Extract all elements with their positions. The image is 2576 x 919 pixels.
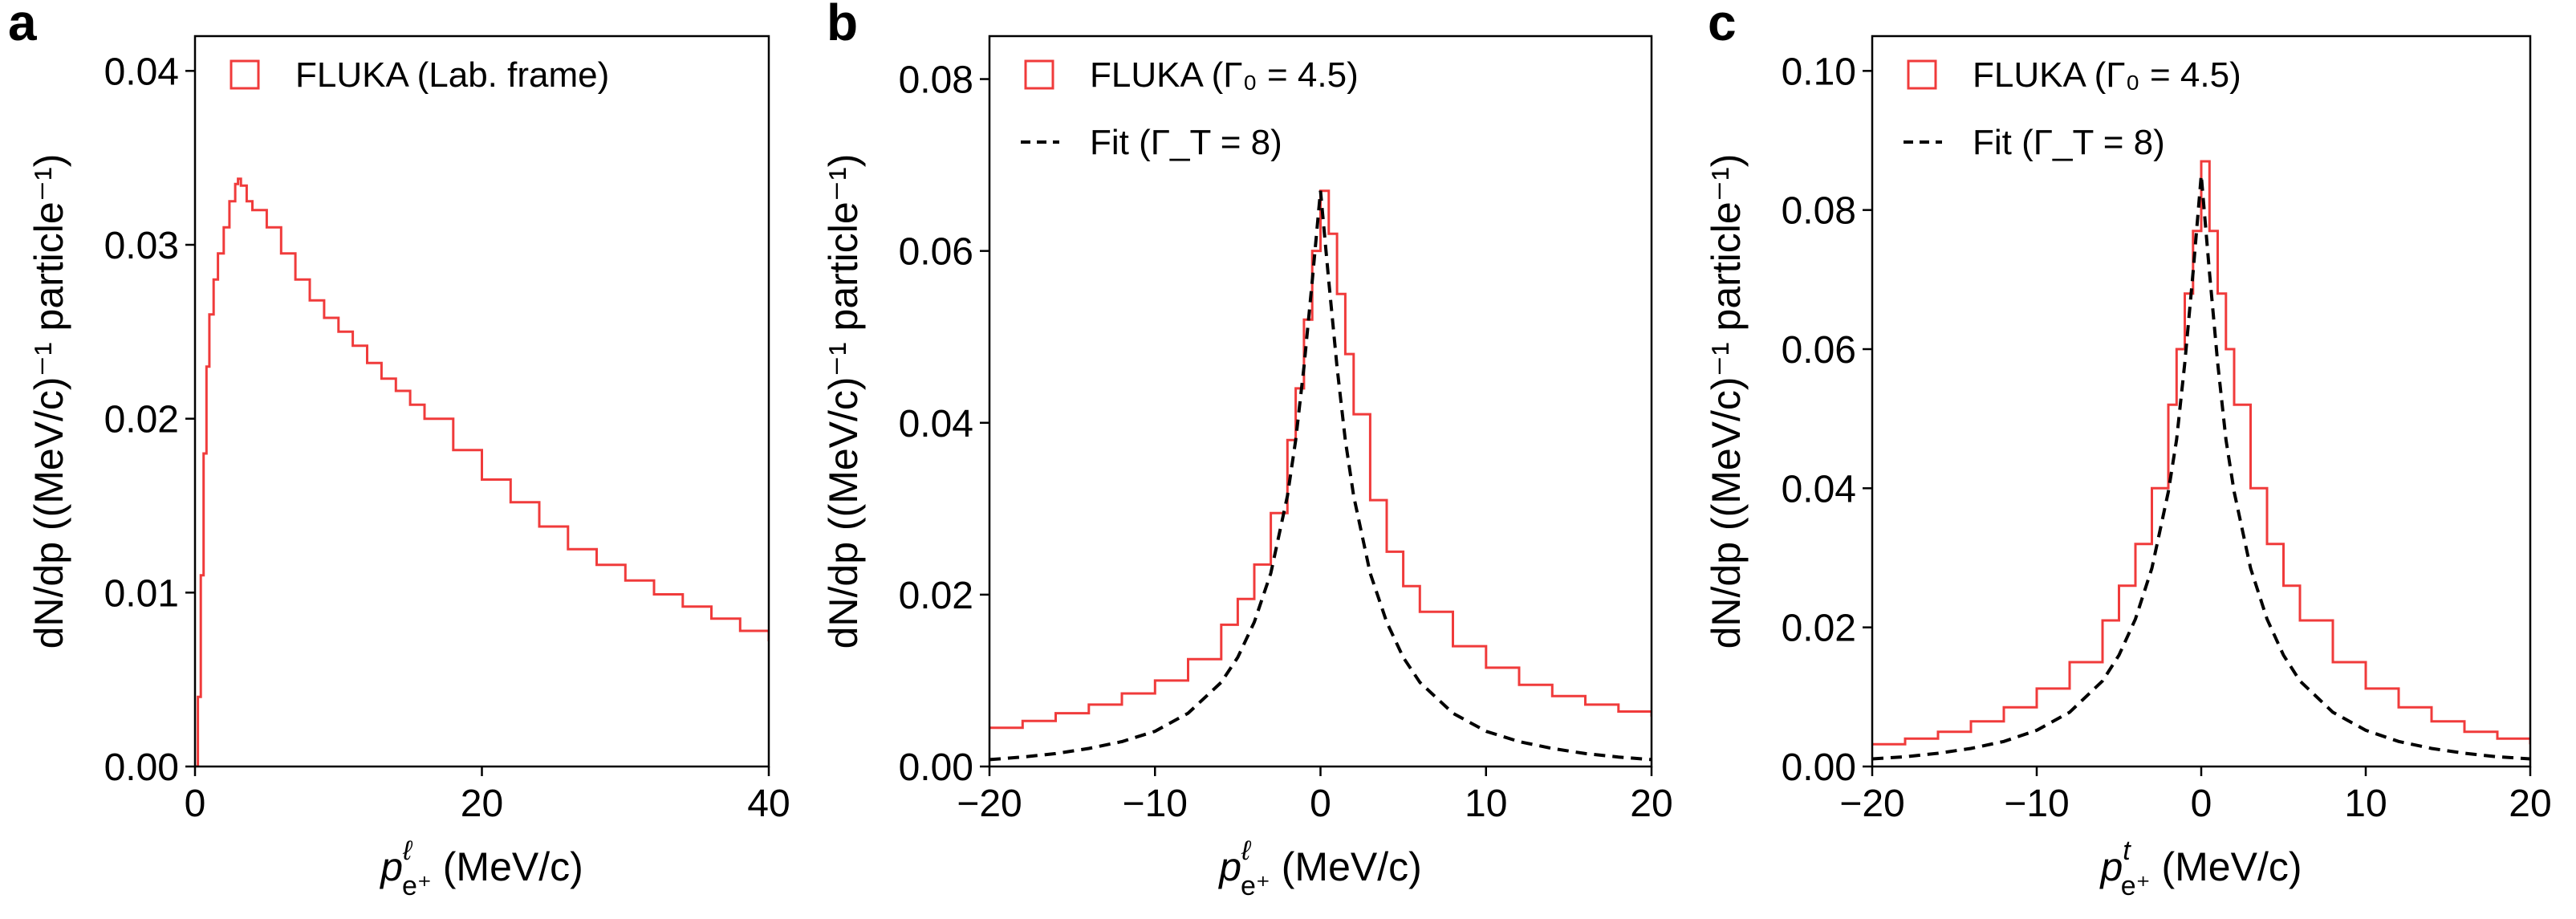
x-tick-label: −20 — [1839, 783, 1904, 825]
legend-label: FLUKA (Lab. frame) — [295, 55, 609, 95]
x-tick-label: 40 — [747, 783, 790, 825]
panel-b: b −20 −10 0 10 20 0.00 0.02 0.04 0.06 0.08 dN/dp ((… — [821, 0, 1673, 901]
y-tick-label: 0.00 — [104, 746, 179, 789]
y-tick-label: 0.03 — [104, 225, 179, 267]
x-axis-superscript: ℓ — [402, 836, 413, 866]
x-axis-subscript: e⁺ — [1241, 871, 1270, 901]
legend-label: FLUKA (Γ₀ = 4.5) — [1090, 55, 1359, 95]
y-axis-title: dN/dp ((MeV/c)⁻¹ particle⁻¹) — [1704, 154, 1749, 649]
series-fluka-histogram — [195, 177, 769, 767]
x-tick-label: 10 — [2344, 783, 2387, 825]
x-axis-superscript: t — [2123, 836, 2131, 866]
legend-marker-square — [1024, 59, 1054, 90]
x-axis-title: pℓ e⁺ (MeV/c) — [379, 836, 583, 901]
legend-marker-square — [1907, 59, 1937, 90]
y-tick-label: 0.10 — [1782, 51, 1856, 93]
x-axis-symbol: p — [2099, 844, 2123, 889]
x-axis-title: pt e⁺ (MeV/c) — [2099, 836, 2302, 901]
x-tick-label: 0 — [2191, 783, 2212, 825]
y-tick-label: 0.04 — [899, 403, 973, 445]
x-tick-label: −10 — [2004, 783, 2069, 825]
series-fit-curve — [989, 190, 1652, 762]
x-tick-label: 0 — [185, 783, 206, 825]
legend-label: Fit (Γ_T = 8) — [1973, 123, 2165, 162]
y-tick-label: 0.02 — [104, 399, 179, 441]
y-tick-label: 0.00 — [899, 746, 973, 789]
y-tick-label: 0.06 — [1782, 329, 1856, 372]
panel-label-c: c — [1708, 0, 1737, 51]
x-axis-unit: (MeV/c) — [2151, 844, 2302, 889]
legend-marker-square — [230, 59, 260, 90]
y-tick-label: 0.00 — [1782, 746, 1856, 789]
x-axis-subscript: e⁺ — [2121, 871, 2151, 901]
x-axis-symbol: p — [1217, 844, 1241, 889]
series-fluka-histogram — [1872, 160, 2530, 746]
x-tick-label: 0 — [1310, 783, 1331, 825]
y-tick-label: 0.06 — [899, 231, 973, 274]
x-axis-unit: (MeV/c) — [432, 844, 583, 889]
x-axis-subscript: e⁺ — [402, 871, 432, 901]
y-axis-title: dN/dp ((MeV/c)⁻¹ particle⁻¹) — [26, 154, 71, 649]
x-axis-title: pℓ e⁺ (MeV/c) — [1217, 836, 1422, 901]
y-axis-title: dN/dp ((MeV/c)⁻¹ particle⁻¹) — [821, 154, 866, 649]
y-tick-label: 0.02 — [899, 575, 973, 617]
x-tick-label: 20 — [461, 783, 503, 825]
x-axis-superscript: ℓ — [1241, 836, 1252, 866]
x-axis-unit: (MeV/c) — [1270, 844, 1422, 889]
legend-label: FLUKA (Γ₀ = 4.5) — [1973, 55, 2241, 95]
panel-label-a: a — [8, 0, 37, 51]
series-fit-curve — [1872, 175, 2530, 761]
y-tick-label: 0.08 — [899, 59, 973, 102]
legend-label: Fit (Γ_T = 8) — [1090, 123, 1282, 162]
y-tick-label: 0.08 — [1782, 190, 1856, 233]
y-tick-label: 0.02 — [1782, 608, 1856, 650]
panel-label-b: b — [827, 0, 858, 51]
y-tick-label: 0.04 — [1782, 468, 1856, 510]
x-tick-label: −20 — [957, 783, 1022, 825]
panel-c: c −20 −10 0 10 20 0.00 0.02 0.04 0.06 0.08 0.10 dN/d… — [1704, 0, 2552, 901]
x-tick-label: 20 — [2509, 783, 2551, 825]
y-tick-label: 0.04 — [104, 51, 179, 93]
x-axis-symbol: p — [379, 844, 403, 889]
x-tick-label: −10 — [1123, 783, 1188, 825]
x-tick-label: 10 — [1465, 783, 1507, 825]
y-tick-label: 0.01 — [104, 572, 179, 615]
panel-a: a 0 20 40 0.00 0.01 0.02 0.03 0.04 dN/dp ((MeV/c)… — [8, 0, 790, 901]
x-tick-label: 20 — [1630, 783, 1672, 825]
